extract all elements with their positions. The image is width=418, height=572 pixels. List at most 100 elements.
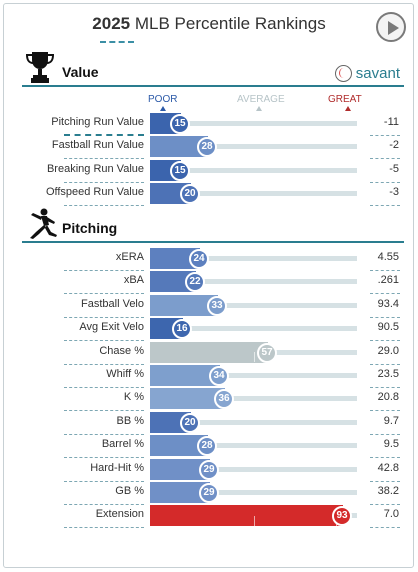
row-divider [64, 181, 144, 183]
metric-label[interactable]: BB % [116, 414, 144, 427]
metric-label[interactable]: K % [123, 391, 144, 404]
percentile-track [150, 256, 357, 261]
percentile-track [150, 419, 357, 425]
row-divider [64, 504, 144, 505]
percentile-bubble: 20 [180, 184, 200, 205]
row-divider [370, 293, 400, 295]
percentile-bubble: 34 [209, 366, 229, 386]
row-divider [64, 410, 144, 412]
percentile-track [150, 396, 357, 402]
metric-value: .261 [377, 274, 399, 287]
metric-row[interactable]: K % 36 20.8 [0, 387, 418, 412]
metric-value: 9.5 [383, 438, 399, 451]
poor-marker-icon [160, 106, 166, 111]
metric-row[interactable]: BB % 20 9.7 [0, 411, 418, 435]
row-divider [64, 457, 144, 459]
metric-row[interactable]: Hard-Hit % 29 42.8 [0, 458, 418, 482]
percentile-track [150, 167, 357, 173]
percentile-bubble: 29 [199, 483, 219, 503]
row-divider [64, 270, 144, 271]
metric-value: -3 [389, 186, 399, 199]
metric-label[interactable]: xBA [123, 274, 144, 287]
great-marker-icon [345, 106, 351, 111]
metric-row[interactable]: Breaking Run Value 15 -5 [0, 159, 418, 183]
row-divider [370, 504, 400, 505]
metric-row[interactable]: Whiff % 34 23.5 [0, 364, 418, 388]
percentile-bubble: 15 [170, 160, 190, 181]
scale-great: GREAT [328, 94, 362, 105]
row-divider [370, 410, 400, 412]
percentile-bar [150, 294, 218, 316]
row-divider [64, 316, 144, 318]
scale-average: AVERAGE [237, 94, 285, 105]
section-divider [22, 85, 404, 87]
metric-row[interactable]: xERA 24 4.55 [0, 247, 418, 271]
metric-value: 38.2 [377, 485, 399, 497]
metric-label[interactable]: Hard-Hit % [90, 461, 144, 474]
percentile-bubble: 36 [214, 389, 234, 410]
metric-row[interactable]: GB % 29 38.2 [0, 481, 418, 505]
metric-value: 93.4 [377, 297, 399, 310]
percentile-bar [150, 341, 268, 363]
row-divider [370, 363, 400, 365]
percentile-bubble: 24 [189, 249, 209, 269]
metric-label[interactable]: Avg Exit Velo [79, 321, 144, 334]
row-divider [370, 480, 400, 482]
metric-row[interactable]: Fastball Run Value 28 -2 [0, 135, 418, 160]
metric-row[interactable]: Avg Exit Velo 16 90.5 [0, 317, 418, 342]
metric-label[interactable]: xERA [115, 251, 144, 263]
metric-label[interactable]: GB % [115, 485, 144, 497]
row-divider [64, 134, 144, 136]
percentile-bar [150, 271, 196, 293]
row-divider [370, 457, 400, 459]
play-icon[interactable] [376, 12, 406, 42]
metric-label[interactable]: Barrel % [101, 438, 144, 451]
row-divider [64, 387, 144, 388]
metric-label[interactable]: Extension [95, 508, 144, 521]
title-year: 2025 [92, 14, 131, 33]
metric-label[interactable]: Breaking Run Value [46, 162, 144, 175]
percentile-track [150, 373, 357, 378]
savant-brand-text: savant [355, 65, 400, 82]
percentile-bar [150, 458, 210, 480]
percentile-bubble: 22 [185, 272, 205, 293]
row-divider [370, 270, 400, 271]
percentile-bar [150, 365, 220, 386]
metric-row[interactable]: Chase % 57 29.0 [0, 341, 418, 365]
percentile-track [150, 443, 357, 449]
year-dropdown-underline[interactable] [100, 41, 134, 43]
row-divider [64, 480, 144, 482]
percentile-bubble: 33 [207, 295, 227, 316]
percentile-track [150, 466, 357, 472]
metric-label[interactable]: Fastball Run Value [51, 139, 144, 152]
percentile-track [150, 302, 357, 308]
metric-row[interactable]: Barrel % 28 9.5 [0, 434, 418, 459]
row-divider [370, 181, 400, 183]
pitcher-icon [30, 208, 57, 239]
metric-label[interactable]: Whiff % [106, 368, 144, 380]
scale-tick [253, 352, 255, 363]
metric-value: 42.8 [377, 461, 399, 474]
percentile-bar [150, 482, 210, 503]
metric-row[interactable]: Extension 93 7.0 [0, 504, 418, 529]
metric-label[interactable]: Offspeed Run Value [45, 186, 144, 199]
metric-row[interactable]: Offspeed Run Value 20 -3 [0, 182, 418, 207]
percentile-bar [150, 136, 208, 158]
section-title-value: Value [62, 64, 99, 80]
title-text: MLB Percentile Rankings [134, 14, 326, 33]
metric-row[interactable]: Pitching Run Value 15 -11 [0, 112, 418, 136]
metric-label[interactable]: Pitching Run Value [51, 116, 144, 128]
savant-logo[interactable]: savant [334, 65, 400, 82]
metric-value: 7.0 [383, 508, 399, 521]
percentile-track [150, 279, 357, 285]
row-divider [64, 205, 144, 207]
metric-row[interactable]: Fastball Velo 33 93.4 [0, 294, 418, 318]
metric-label[interactable]: Chase % [99, 344, 144, 357]
row-divider [370, 205, 400, 207]
metric-label[interactable]: Fastball Velo [81, 297, 144, 310]
metric-value: 9.7 [383, 414, 399, 427]
metric-row[interactable]: xBA 22 .261 [0, 270, 418, 295]
metric-value: 20.8 [377, 391, 399, 404]
metric-value: -2 [389, 139, 399, 152]
trophy-icon [26, 52, 54, 83]
